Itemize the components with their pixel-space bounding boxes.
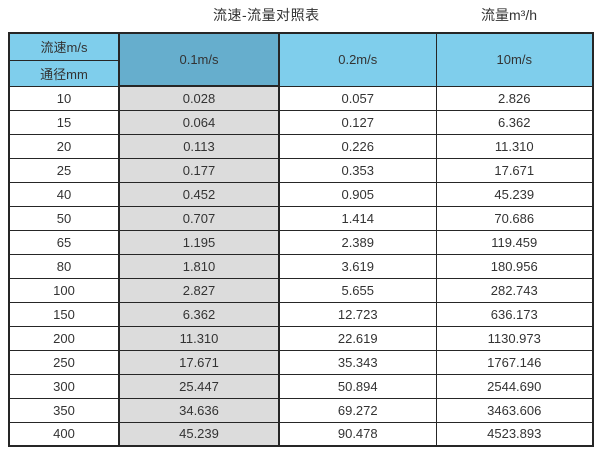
flow-value-cell: 0.707 (118, 205, 280, 231)
table-row: 250 17.671 35.343 1767.146 (8, 349, 594, 375)
table-row: 15 0.064 0.127 6.362 (8, 109, 594, 135)
flow-value-cell: 17.671 (435, 157, 594, 183)
diameter-cell: 100 (8, 277, 120, 303)
table-row: 50 0.707 1.414 70.686 (8, 205, 594, 231)
table-header: 流速m/s 0.1m/s 0.2m/s 10m/s 通径mm (8, 32, 594, 87)
diameter-cell: 15 (8, 109, 120, 135)
flow-value-cell: 1.414 (278, 205, 437, 231)
diameter-cell: 25 (8, 157, 120, 183)
flow-value-cell: 119.459 (435, 229, 594, 255)
flow-value-cell: 90.478 (278, 421, 437, 447)
table-row: 300 25.447 50.894 2544.690 (8, 373, 594, 399)
flow-value-cell: 0.177 (118, 157, 280, 183)
flow-value-cell: 0.353 (278, 157, 437, 183)
header-col-10ms: 10m/s (435, 32, 594, 87)
diameter-cell: 350 (8, 397, 120, 423)
table-row: 40 0.452 0.905 45.239 (8, 181, 594, 207)
diameter-cell: 300 (8, 373, 120, 399)
table-row: 80 1.810 3.619 180.956 (8, 253, 594, 279)
flow-value-cell: 0.127 (278, 109, 437, 135)
flow-value-cell: 0.226 (278, 133, 437, 159)
diameter-cell: 80 (8, 253, 120, 279)
table-row: 400 45.239 90.478 4523.893 (8, 421, 594, 447)
table-row: 150 6.362 12.723 636.173 (8, 301, 594, 327)
flow-value-cell: 2.827 (118, 277, 280, 303)
flow-value-cell: 0.028 (118, 85, 280, 111)
header-col-0-2ms: 0.2m/s (278, 32, 437, 87)
flow-value-cell: 5.655 (278, 277, 437, 303)
flow-value-cell: 0.064 (118, 109, 280, 135)
flow-unit-label: 流量m³/h (481, 7, 537, 23)
table-row: 10 0.028 0.057 2.826 (8, 85, 594, 111)
header-diameter: 通径mm (8, 59, 120, 87)
flow-value-cell: 4523.893 (435, 421, 594, 447)
header-flow-velocity: 流速m/s (8, 32, 120, 61)
header-row-top: 流速m/s 0.1m/s 0.2m/s 10m/s (8, 32, 594, 87)
diameter-cell: 250 (8, 349, 120, 375)
flow-value-cell: 0.113 (118, 133, 280, 159)
flow-value-cell: 0.905 (278, 181, 437, 207)
flow-value-cell: 1767.146 (435, 349, 594, 375)
flow-value-cell: 11.310 (435, 133, 594, 159)
table-row: 20 0.113 0.226 11.310 (8, 133, 594, 159)
flow-value-cell: 69.272 (278, 397, 437, 423)
diameter-cell: 400 (8, 421, 120, 447)
flow-value-cell: 6.362 (118, 301, 280, 327)
table-row: 200 11.310 22.619 1130.973 (8, 325, 594, 351)
flow-value-cell: 2544.690 (435, 373, 594, 399)
flow-value-cell: 636.173 (435, 301, 594, 327)
flow-value-cell: 35.343 (278, 349, 437, 375)
diameter-cell: 200 (8, 325, 120, 351)
flow-value-cell: 1130.973 (435, 325, 594, 351)
flow-value-cell: 3463.606 (435, 397, 594, 423)
flow-value-cell: 1.195 (118, 229, 280, 255)
flow-value-cell: 45.239 (435, 181, 594, 207)
diameter-cell: 10 (8, 85, 120, 111)
flow-value-cell: 180.956 (435, 253, 594, 279)
flow-value-cell: 2.826 (435, 85, 594, 111)
header-row-bottom: 通径mm (8, 59, 593, 87)
table-row: 65 1.195 2.389 119.459 (8, 229, 594, 255)
flow-value-cell: 1.810 (118, 253, 280, 279)
table-row: 25 0.177 0.353 17.671 (8, 157, 594, 183)
flow-value-cell: 282.743 (435, 277, 594, 303)
flow-rate-table: 流速m/s 0.1m/s 0.2m/s 10m/s 通径mm 10 0.028 0.… (8, 32, 594, 447)
flow-value-cell: 50.894 (278, 373, 437, 399)
diameter-cell: 150 (8, 301, 120, 327)
header-col-0-1ms: 0.1m/s (118, 32, 280, 87)
flow-value-cell: 25.447 (118, 373, 280, 399)
flow-value-cell: 6.362 (435, 109, 594, 135)
diameter-cell: 20 (8, 133, 120, 159)
flow-value-cell: 11.310 (118, 325, 280, 351)
table-row: 100 2.827 5.655 282.743 (8, 277, 594, 303)
table-row: 350 34.636 69.272 3463.606 (8, 397, 594, 423)
flow-value-cell: 0.452 (118, 181, 280, 207)
table-title: 流速-流量对照表 (213, 7, 320, 23)
diameter-cell: 40 (8, 181, 120, 207)
diameter-cell: 65 (8, 229, 120, 255)
flow-value-cell: 45.239 (118, 421, 280, 447)
table-body: 10 0.028 0.057 2.826 15 0.064 0.127 6.362 20 0.11… (8, 85, 594, 447)
flow-value-cell: 0.057 (278, 85, 437, 111)
flow-value-cell: 2.389 (278, 229, 437, 255)
flow-value-cell: 17.671 (118, 349, 280, 375)
flow-value-cell: 22.619 (278, 325, 437, 351)
flow-value-cell: 12.723 (278, 301, 437, 327)
flow-value-cell: 34.636 (118, 397, 280, 423)
diameter-cell: 50 (8, 205, 120, 231)
flow-value-cell: 3.619 (278, 253, 437, 279)
flow-value-cell: 70.686 (435, 205, 594, 231)
